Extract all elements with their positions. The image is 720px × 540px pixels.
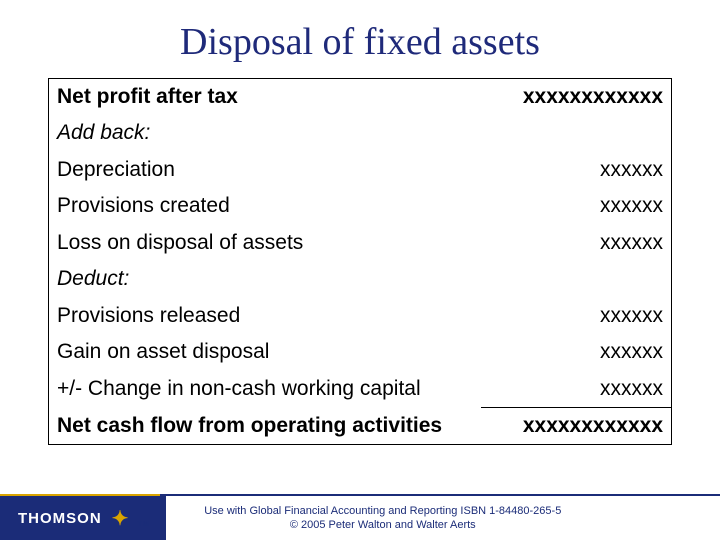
row-value [481, 261, 671, 297]
table-row: Net profit after taxxxxxxxxxxxxx [49, 79, 671, 115]
table-row: Provisions releasedxxxxxx [49, 298, 671, 334]
row-label: Loss on disposal of assets [49, 225, 481, 261]
row-value: xxxxxx [481, 152, 671, 188]
table-row: +/- Change in non-cash working capitalxx… [49, 371, 671, 408]
row-label: Provisions created [49, 188, 481, 224]
row-label: Provisions released [49, 298, 481, 334]
row-label: Net profit after tax [49, 79, 481, 115]
row-value: xxxxxxxxxxxx [481, 407, 671, 444]
brand-star-icon: ✦ [112, 506, 130, 531]
table-row: Add back: [49, 115, 671, 151]
row-label: Net cash flow from operating activities [49, 407, 481, 444]
row-value: xxxxxx [481, 298, 671, 334]
brand-text: THOMSON [18, 510, 102, 527]
row-label: Depreciation [49, 152, 481, 188]
table-row: Provisions createdxxxxxx [49, 188, 671, 224]
footer-attribution: Use with Global Financial Accounting and… [166, 504, 720, 533]
row-value: xxxxxxxxxxxx [481, 79, 671, 115]
row-value: xxxxxx [481, 225, 671, 261]
row-value: xxxxxx [481, 188, 671, 224]
publisher-brand: THOMSON ✦ TM [0, 496, 166, 540]
row-label: Deduct: [49, 261, 481, 297]
table-row: Net cash flow from operating activitiesx… [49, 407, 671, 444]
table-row: Gain on asset disposalxxxxxx [49, 334, 671, 370]
row-value: xxxxxx [481, 334, 671, 370]
row-value [481, 115, 671, 151]
table-row: Loss on disposal of assetsxxxxxx [49, 225, 671, 261]
table-row: Deduct: [49, 261, 671, 297]
row-label: Gain on asset disposal [49, 334, 481, 370]
row-value: xxxxxx [481, 371, 671, 408]
slide-title: Disposal of fixed assets [0, 0, 720, 78]
table-row: Depreciationxxxxxx [49, 152, 671, 188]
row-label: Add back: [49, 115, 481, 151]
statement-table: Net profit after taxxxxxxxxxxxxxAdd back… [49, 79, 671, 444]
footer-line-1: Use with Global Financial Accounting and… [166, 504, 600, 518]
statement-table-container: Net profit after taxxxxxxxxxxxxxAdd back… [48, 78, 672, 445]
row-label: +/- Change in non-cash working capital [49, 371, 481, 408]
footer-line-2: © 2005 Peter Walton and Walter Aerts [166, 518, 600, 532]
trademark-icon: TM [137, 521, 149, 528]
footer: THOMSON ✦ TM Use with Global Financial A… [0, 496, 720, 540]
